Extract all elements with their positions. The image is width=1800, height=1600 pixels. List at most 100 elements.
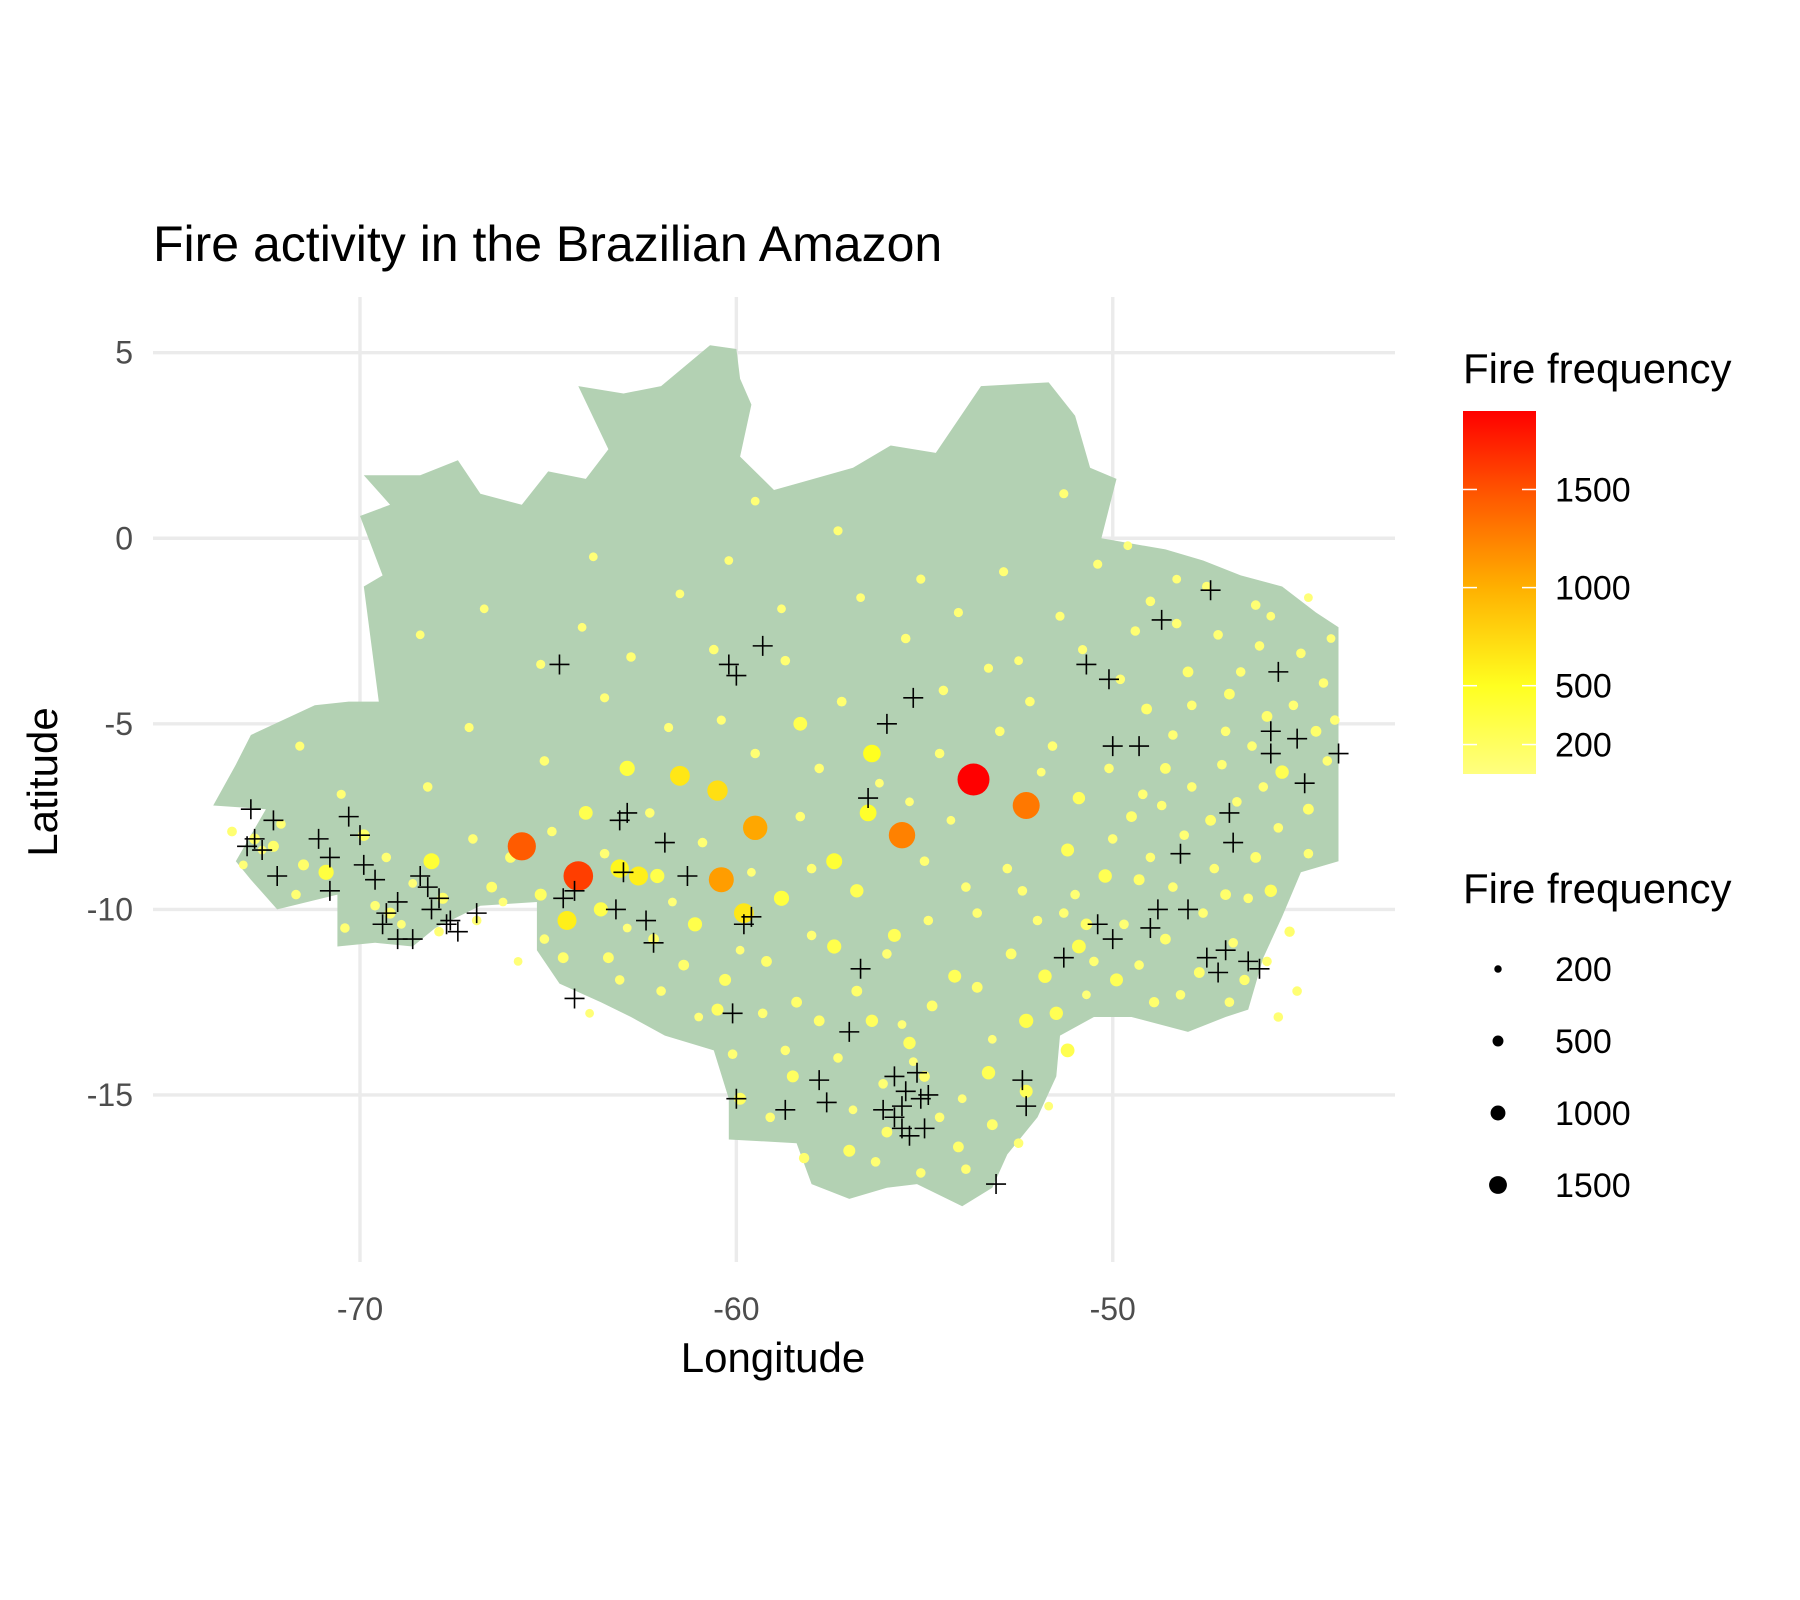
cross-marker: [677, 866, 698, 886]
fire-point: [1138, 789, 1148, 800]
fire-point: [897, 1020, 907, 1029]
cross-marker: [726, 1088, 747, 1109]
size-legend-label: 500: [1555, 1023, 1612, 1061]
fire-point: [934, 1112, 945, 1123]
fire-point: [534, 888, 547, 901]
fire-point: [415, 630, 425, 640]
fire-point: [881, 1126, 893, 1138]
cross-marker: [1016, 1096, 1037, 1117]
fire-point: [1273, 1012, 1284, 1022]
fire-point: [664, 722, 674, 733]
y-axis-ticks: 5 0 -5 -10 -15: [87, 335, 133, 1113]
fire-point: [813, 1015, 825, 1027]
fire-point: [1217, 759, 1227, 770]
fire-point: [1220, 726, 1231, 737]
cross-marker: [850, 958, 871, 979]
fire-point: [1098, 869, 1112, 883]
fire-point: [687, 917, 703, 932]
fire-point: [1247, 741, 1257, 751]
size-legend-label: 1000: [1555, 1095, 1631, 1133]
size-legend-dot: [1490, 1105, 1506, 1121]
cross-marker: [372, 914, 393, 935]
fire-point: [707, 780, 728, 801]
cross-marker: [1087, 914, 1108, 935]
cross-marker: [609, 810, 630, 831]
fire-point: [539, 934, 550, 944]
fire-point: [238, 860, 248, 870]
fire-point: [1107, 834, 1118, 844]
fire-point: [678, 959, 690, 971]
cross-marker: [718, 654, 739, 675]
fire-point: [757, 1008, 768, 1019]
fire-point: [995, 726, 1005, 737]
color-legend-title: Fire frequency: [1463, 345, 1731, 392]
fire-point: [336, 789, 346, 799]
cross-marker: [376, 903, 397, 924]
fire-point: [827, 939, 842, 954]
fire-point: [1228, 938, 1238, 948]
fire-point: [1093, 559, 1103, 569]
fire-point: [298, 859, 309, 871]
fire-point: [370, 900, 380, 911]
cross-marker: [564, 880, 585, 901]
fire-point: [610, 859, 629, 878]
fire-point: [619, 760, 635, 777]
fire-point: [709, 644, 719, 655]
fire-point: [961, 1164, 971, 1174]
fire-point: [1296, 648, 1306, 659]
fire-point: [981, 1066, 996, 1080]
fire-point: [926, 1000, 938, 1012]
fire-point: [1115, 674, 1126, 685]
fire-point: [585, 1008, 594, 1018]
colorbar: [1463, 411, 1536, 774]
fire-point: [1254, 641, 1265, 651]
cross-markers: [237, 580, 1349, 1195]
fire-point: [863, 744, 881, 763]
y-tick-label: 0: [115, 520, 133, 556]
fire-point: [905, 797, 914, 807]
fire-point: [1013, 1138, 1024, 1148]
cross-marker: [1178, 899, 1198, 920]
fire-point: [793, 716, 808, 731]
cross-marker: [350, 825, 370, 846]
fire-point: [1175, 990, 1186, 1000]
cross-marker: [1196, 947, 1217, 968]
fire-point: [916, 574, 926, 584]
cross-marker: [402, 929, 423, 950]
fire-point: [780, 655, 791, 666]
fire-point: [1160, 933, 1171, 945]
fire-point: [859, 804, 877, 822]
fire-point: [536, 659, 546, 670]
fire-point: [578, 806, 593, 820]
fire-point: [1202, 581, 1212, 592]
fire-point: [719, 973, 732, 986]
y-axis-title: Latitude: [19, 707, 66, 856]
fire-point: [650, 868, 665, 884]
cross-marker: [816, 1092, 837, 1113]
cross-marker: [1268, 661, 1289, 682]
fire-point: [1156, 800, 1167, 811]
fire-point: [1080, 918, 1093, 931]
cross-marker: [237, 836, 258, 857]
cross-marker: [873, 1099, 894, 1120]
fire-point: [1224, 688, 1235, 700]
cross-marker: [643, 932, 664, 953]
fire-point: [957, 763, 990, 796]
cross-marker: [440, 910, 461, 931]
fire-point: [600, 693, 610, 703]
fire-point: [547, 826, 557, 837]
fire-point: [1198, 908, 1208, 918]
fire-point: [697, 837, 708, 848]
fire-point: [1235, 667, 1246, 677]
cross-marker: [267, 866, 288, 886]
fire-point: [318, 864, 334, 880]
cross-marker: [319, 847, 340, 868]
fire-point: [1318, 678, 1329, 688]
cross-marker: [240, 799, 261, 820]
fire-point: [479, 604, 489, 614]
fire-point: [1036, 767, 1046, 777]
fire-point: [276, 819, 286, 829]
cross-marker: [1215, 940, 1236, 961]
fire-point: [773, 890, 790, 906]
cross-marker: [775, 1099, 796, 1120]
